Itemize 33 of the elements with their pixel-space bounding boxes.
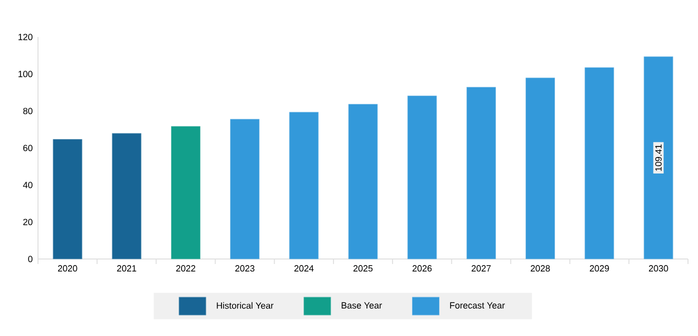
bar: [466, 86, 496, 260]
y-tick-label: 80: [23, 108, 32, 114]
y-tick-label: 60: [23, 144, 32, 152]
x-tick-label: 2020: [58, 265, 78, 272]
bar: [112, 133, 142, 260]
x-tick-label: 2026: [412, 265, 432, 272]
x-tick-label: 2030: [648, 265, 668, 272]
x-tick-label: 2023: [235, 265, 254, 272]
y-tick-label: 0: [28, 256, 32, 262]
bar: [526, 78, 555, 260]
bar: [171, 126, 200, 260]
bar: [289, 112, 319, 260]
bar: [407, 96, 437, 260]
x-tick-label: 2022: [176, 265, 196, 272]
x-tick-label: 2027: [472, 265, 491, 272]
y-tick-label: 20: [23, 218, 32, 226]
x-tick-label: 2021: [117, 265, 136, 272]
legend-label: Forecast Year: [450, 302, 505, 309]
y-tick-label: 120: [18, 34, 32, 40]
x-tick-label: 2028: [530, 265, 550, 272]
y-tick-label: 100: [18, 70, 32, 78]
bar: [584, 67, 614, 260]
legend-label: Base Year: [342, 302, 382, 309]
legend-label: Historical Year: [216, 302, 274, 309]
bar: [230, 118, 260, 260]
data-label: 109.41: [655, 144, 662, 171]
bar: [644, 56, 674, 260]
y-tick-label: 40: [23, 182, 32, 188]
bar: [52, 139, 82, 260]
x-tick-label: 2029: [590, 265, 609, 272]
bar: [348, 104, 378, 260]
x-tick-label: 2025: [353, 265, 373, 272]
x-tick-label: 2024: [294, 265, 314, 272]
